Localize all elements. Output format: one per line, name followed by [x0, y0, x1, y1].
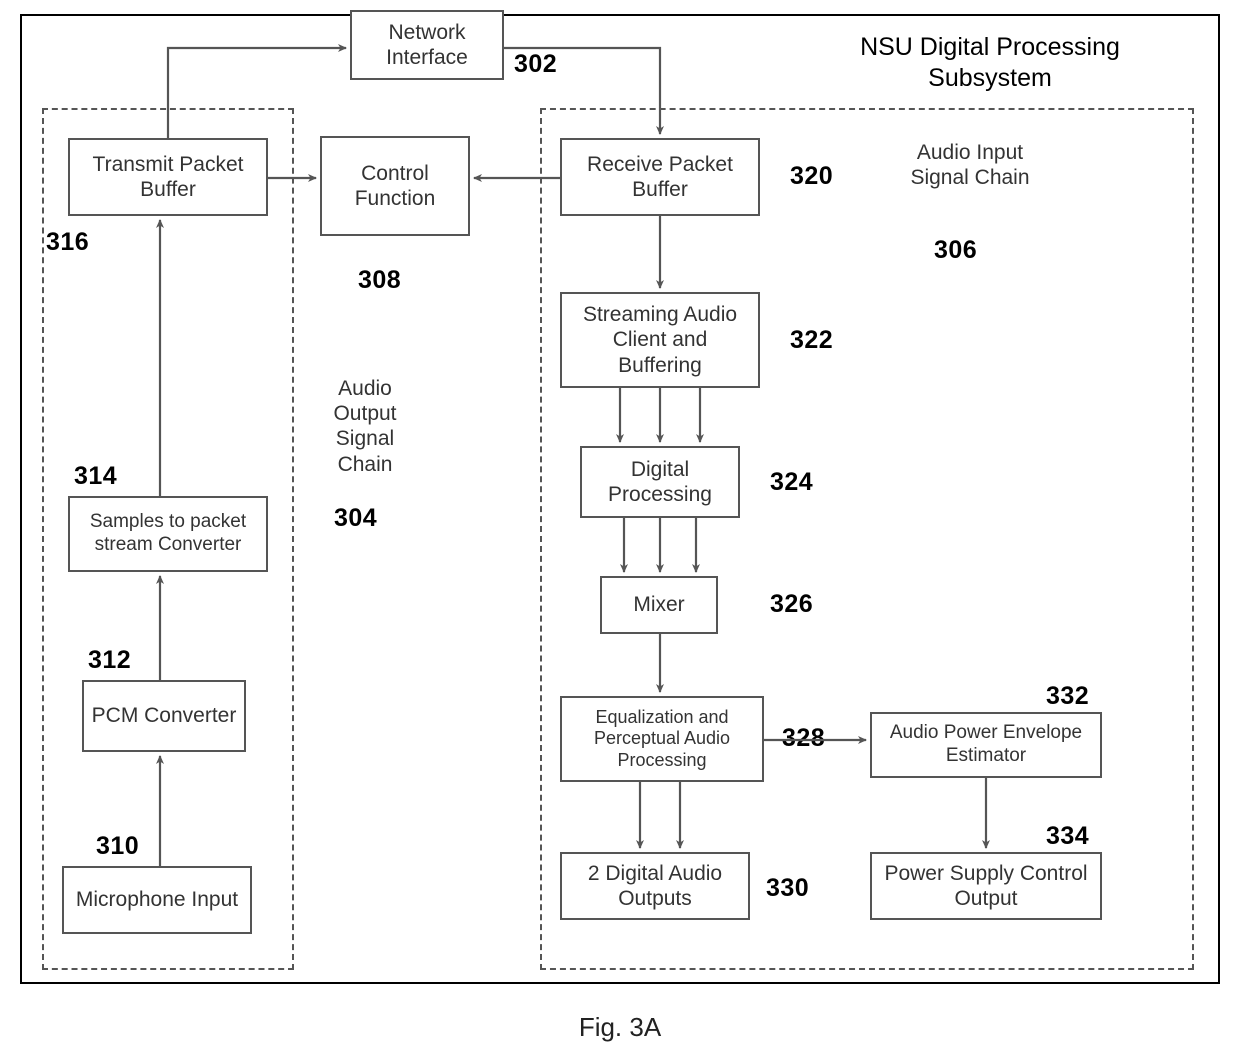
- ref-304: 304: [334, 504, 377, 533]
- ref-328: 328: [782, 724, 825, 753]
- ref-334: 334: [1046, 822, 1089, 851]
- power-supply-control-block: Power Supply Control Output: [870, 852, 1102, 920]
- ref-310: 310: [96, 832, 139, 861]
- streaming-audio-client-block: Streaming Audio Client and Buffering: [560, 292, 760, 388]
- ref-320: 320: [790, 162, 833, 191]
- figure-page: NSU Digital Processing Subsystem Network…: [0, 0, 1240, 1063]
- audio-power-envelope-block: Audio Power Envelope Estimator: [870, 712, 1102, 778]
- samples-converter-block: Samples to packet stream Converter: [68, 496, 268, 572]
- network-interface-block: Network Interface: [350, 10, 504, 80]
- digital-audio-outputs-block: 2 Digital Audio Outputs: [560, 852, 750, 920]
- audio-input-chain-box: [540, 108, 1194, 970]
- ref-326: 326: [770, 590, 813, 619]
- microphone-input-block: Microphone Input: [62, 866, 252, 934]
- figure-caption: Fig. 3A: [560, 1012, 680, 1043]
- ref-306: 306: [934, 236, 977, 265]
- ref-324: 324: [770, 468, 813, 497]
- mixer-block: Mixer: [600, 576, 718, 634]
- audio-output-chain-label: Audio Output Signal Chain: [320, 376, 410, 477]
- control-function-block: Control Function: [320, 136, 470, 236]
- receive-packet-buffer-block: Receive Packet Buffer: [560, 138, 760, 216]
- ref-330: 330: [766, 874, 809, 903]
- subsystem-title: NSU Digital Processing Subsystem: [810, 32, 1170, 95]
- ref-302: 302: [514, 50, 557, 79]
- eq-perceptual-block: Equalization and Perceptual Audio Proces…: [560, 696, 764, 782]
- ref-314: 314: [74, 462, 117, 491]
- ref-332: 332: [1046, 682, 1089, 711]
- ref-312: 312: [88, 646, 131, 675]
- transmit-packet-buffer-block: Transmit Packet Buffer: [68, 138, 268, 216]
- pcm-converter-block: PCM Converter: [82, 680, 246, 752]
- ref-316: 316: [46, 228, 89, 257]
- ref-308: 308: [358, 266, 401, 295]
- ref-322: 322: [790, 326, 833, 355]
- digital-processing-block: Digital Processing: [580, 446, 740, 518]
- audio-input-chain-label: Audio Input Signal Chain: [890, 140, 1050, 190]
